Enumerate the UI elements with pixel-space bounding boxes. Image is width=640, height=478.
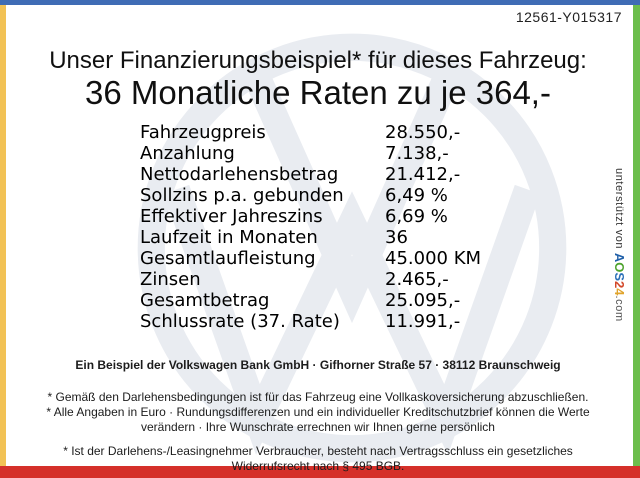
row-value: 36 [385,227,408,248]
document-id: 12561-Y015317 [515,9,622,25]
aos24-letter: S [612,272,627,281]
finance-table: Fahrzeugpreis 28.550,- Anzahlung 7.138,-… [140,122,500,332]
footnote: * Gemäß den Darlehensbedingungen ist für… [47,390,589,404]
row-label: Zinsen [140,269,201,290]
aos24-letter: A [612,252,627,263]
table-row: Schlussrate (37. Rate) 11.991,- [140,311,500,332]
row-value: 25.095,- [385,290,461,311]
row-value: 6,69 % [385,206,448,227]
frame-bottom-bar [0,466,640,478]
table-row: Anzahlung 7.138,- [140,143,500,164]
table-row: Gesamtbetrag 25.095,- [140,290,500,311]
footer: Ein Beispiel der Volkswagen Bank GmbH · … [10,358,626,474]
table-row: Laufzeit in Monaten 36 [140,227,500,248]
row-value: 2.465,- [385,269,449,290]
row-label: Sollzins p.a. gebunden [140,185,344,206]
row-label: Laufzeit in Monaten [140,227,318,248]
row-label: Fahrzeugpreis [140,122,266,143]
row-value: 28.550,- [385,122,461,143]
aos24-letter: 2 [612,281,627,289]
row-value: 21.412,- [385,164,461,185]
table-row: Nettodarlehensbetrag 21.412,- [140,164,500,185]
footnote: * Ist der Darlehens-/Leasingnehmer Verbr… [63,444,573,473]
table-row: Fahrzeugpreis 28.550,- [140,122,500,143]
table-row: Effektiver Jahreszins 6,69 % [140,206,500,227]
aos24-letter: O [612,262,627,273]
footnote: * Alle Angaben in Euro · Rundungsdiffere… [46,405,590,434]
row-label: Effektiver Jahreszins [140,206,323,227]
row-label: Schlussrate (37. Rate) [140,311,340,332]
vw-logo-watermark [137,33,567,463]
row-label: Anzahlung [140,143,235,164]
frame-top-bar [0,0,640,5]
table-row: Gesamtlaufleistung 45.000 KM [140,248,500,269]
page-title: Unser Finanzierungsbeispiel* für dieses … [49,47,587,74]
aos24-domain-suffix: .com [613,295,625,322]
row-value: 11.991,- [385,311,461,332]
aos24-letter: 4 [612,288,627,296]
frame-right-bar [633,5,640,466]
row-value: 45.000 KM [385,248,482,269]
row-label: Gesamtlaufleistung [140,248,316,269]
supported-by-strip: unterstützt von AOS24.com [612,168,627,322]
row-value: 6,49 % [385,185,448,206]
aos24-logo: AOS24 [612,253,627,296]
bank-address-line: Ein Beispiel der Volkswagen Bank GmbH · … [75,358,561,372]
supported-by-label: unterstützt von [613,168,625,253]
row-value: 7.138,- [385,143,449,164]
table-row: Sollzins p.a. gebunden 6,49 % [140,185,500,206]
table-row: Zinsen 2.465,- [140,269,500,290]
row-label: Gesamtbetrag [140,290,270,311]
frame-left-bar [0,5,6,466]
row-label: Nettodarlehensbetrag [140,164,339,185]
monthly-rate-headline: 36 Monatliche Raten zu je 364,- [85,74,551,111]
